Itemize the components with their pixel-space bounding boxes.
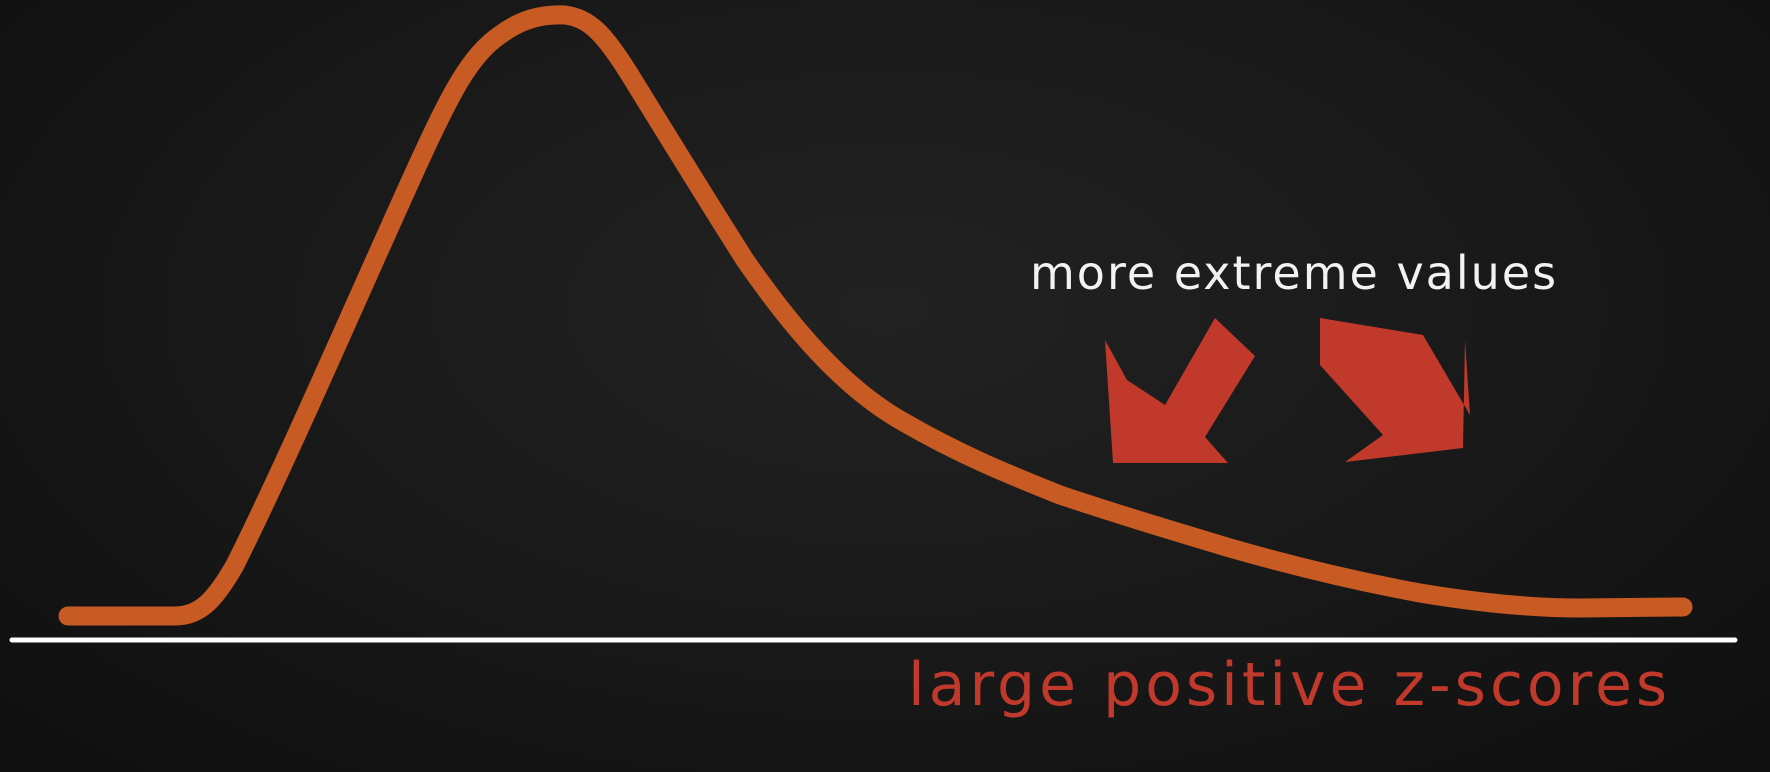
distribution-curve bbox=[58, 5, 1693, 626]
arrow-down-left-icon bbox=[1105, 318, 1255, 463]
axis-label-z-scores: large positive z-scores bbox=[908, 650, 1672, 720]
arrow-down-right-icon bbox=[1320, 318, 1470, 462]
annotation-more-extreme-values: more extreme values bbox=[1030, 246, 1559, 300]
